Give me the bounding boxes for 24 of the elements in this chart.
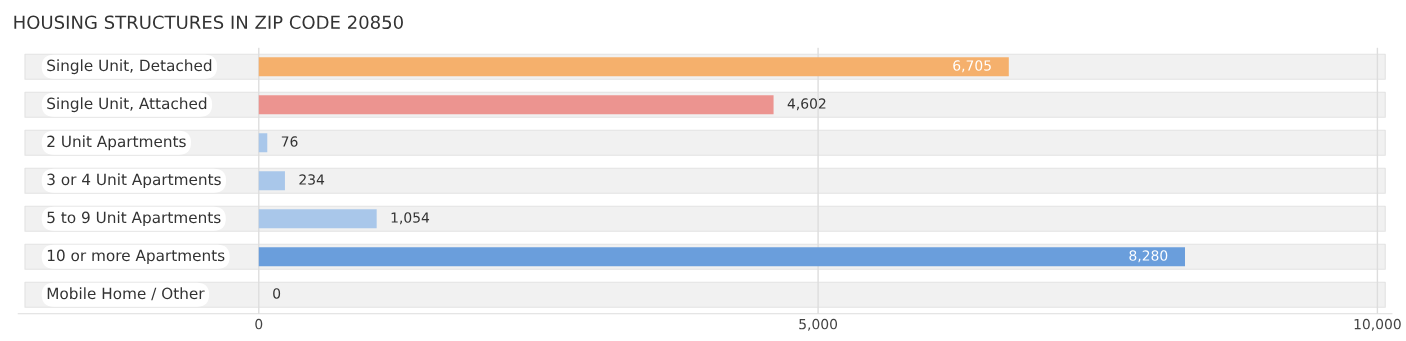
bar: [258, 171, 285, 191]
y-tick-label: Mobile Home / Other: [47, 287, 205, 301]
data-label: 8,280: [1129, 250, 1168, 263]
x-tick-label: 10,000: [1354, 318, 1401, 331]
data-label: 76: [281, 136, 298, 147]
bar: [258, 57, 1009, 77]
chart-title: HOUSING STRUCTURES IN ZIP CODE 20850: [14, 15, 403, 30]
x-tick-label: 0: [255, 318, 263, 330]
data-label: 234: [299, 174, 325, 185]
data-label: 4,602: [787, 98, 826, 111]
bar: [258, 209, 377, 229]
y-tick-label: Single Unit, Detached: [47, 59, 212, 75]
y-tick-label: 5 to 9 Unit Apartments: [47, 211, 221, 227]
data-label: 1,054: [391, 212, 430, 225]
data-label: 6,705: [953, 60, 991, 73]
y-tick-label: 3 or 4 Unit Apartments: [47, 173, 221, 189]
y-tick-label: 2 Unit Apartments: [47, 135, 186, 151]
bar: [258, 95, 774, 115]
y-tick-label: Single Unit, Attached: [47, 97, 207, 113]
x-tick-label: 5,000: [799, 318, 838, 331]
bar: [258, 133, 268, 153]
bar: [258, 247, 1185, 267]
y-tick-label: 10 or more Apartments: [47, 249, 225, 265]
data-label: 0: [273, 288, 281, 299]
